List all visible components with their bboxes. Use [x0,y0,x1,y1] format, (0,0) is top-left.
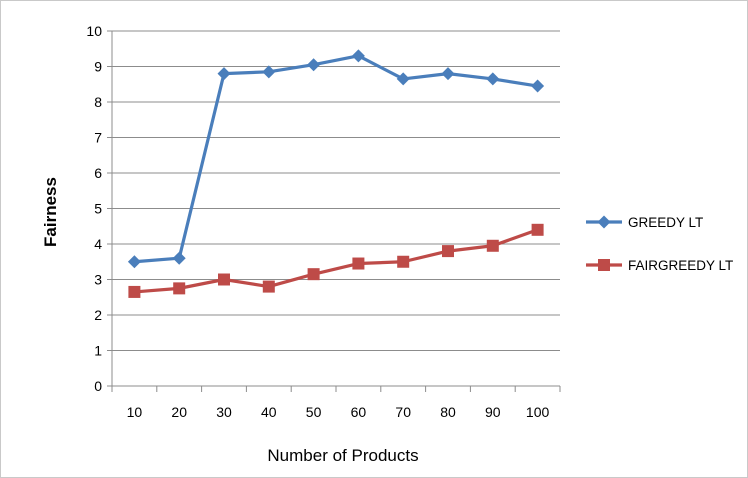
y-tick-label: 9 [94,59,102,75]
y-tick-label: 10 [86,23,102,39]
y-tick-label: 8 [94,94,102,110]
data-point [307,268,320,281]
data-point [128,285,141,298]
y-tick-label: 6 [94,165,102,181]
y-tick-label: 7 [94,130,102,146]
series-fairgreedy-lt [128,223,544,298]
y-tick-label: 0 [94,378,102,394]
legend-swatch-marker [597,215,611,229]
legend: GREEDY LT FAIRGREEDY LT [586,215,733,273]
series-greedy-lt [127,49,545,269]
y-tick-label: 2 [94,307,102,323]
data-point [486,72,500,86]
x-tick-label: 100 [526,404,550,420]
legend-item: GREEDY LT [586,215,703,230]
y-tick-label: 3 [94,272,102,288]
data-point [218,273,230,286]
y-tick-label: 5 [94,201,102,217]
legend-label: FAIRGREEDY LT [628,258,733,273]
data-point [172,251,186,265]
x-tick-label: 80 [440,404,456,420]
data-point [531,223,544,236]
data-point [531,79,545,93]
data-point [396,72,410,86]
series-line [132,54,540,264]
gridlines [112,30,560,351]
series [127,49,545,298]
data-point [307,58,321,72]
legend-swatch-marker [598,259,610,271]
y-tick-label: 1 [94,343,102,359]
series-line [132,228,540,294]
x-tick-label: 10 [127,404,143,420]
y-tick-label: 4 [94,236,102,252]
data-point [486,239,499,252]
data-point [397,255,410,268]
x-tick-label: 90 [485,404,501,420]
legend-label: GREEDY LT [628,215,703,230]
y-axis-title: Fairness [41,177,60,247]
data-point [262,65,276,79]
data-point [352,257,365,270]
x-tick-label: 70 [395,404,411,420]
data-point [441,67,455,81]
x-tick-label: 60 [351,404,367,420]
x-tick-label: 40 [261,404,277,420]
data-point [442,245,454,258]
data-point [217,67,231,81]
tick-labels: 0 1 2 3 4 5 6 7 8 9 10 10 20 30 40 50 60 70 80 90 100 [86,23,549,420]
x-tick-label: 30 [216,404,232,420]
x-tick-label: 50 [306,404,322,420]
data-point [127,255,141,269]
data-point [262,280,275,293]
data-point [173,282,186,295]
axes [107,30,561,392]
data-point [351,49,365,63]
x-tick-label: 20 [171,404,187,420]
legend-item: FAIRGREEDY LT [586,258,733,273]
x-axis-title: Number of Products [267,446,418,465]
